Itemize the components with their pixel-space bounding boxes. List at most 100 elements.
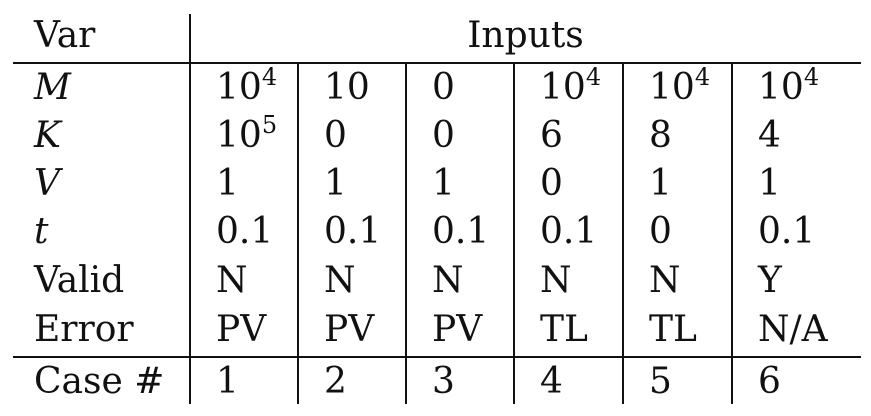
row-label: Error [34, 309, 134, 350]
cell-value: 1 [216, 163, 239, 204]
cell-value: 6 [540, 115, 563, 156]
cell-value: 10 [649, 67, 695, 108]
cell-value: 8 [649, 115, 672, 156]
row-label: M [34, 67, 71, 108]
table-cell: 1 [432, 160, 455, 208]
case-number-cell: 3 [432, 361, 455, 402]
table-cell: 104 [649, 64, 710, 112]
table-cell: 6 [540, 112, 563, 160]
table-cell: 104 [216, 64, 277, 112]
cell-exponent: 4 [803, 63, 820, 91]
table-cell: N [649, 257, 681, 305]
cell-value: 0 [324, 115, 347, 156]
case-number-cell: 4 [540, 361, 563, 402]
case-number-label: Case # [34, 361, 165, 402]
row-label: Valid [34, 260, 125, 301]
inputs-header: Inputs [467, 15, 584, 56]
column-separator [513, 63, 515, 404]
cell-value: 10 [216, 115, 262, 156]
var-header: Var [34, 15, 96, 56]
table-cell: TL [649, 306, 697, 354]
table-cell: 0 [324, 112, 347, 160]
table-cell: N [540, 257, 572, 305]
cell-value: N [324, 260, 356, 301]
label-column-separator [189, 14, 191, 404]
cell-value: 0.1 [324, 211, 382, 252]
table-cell: Y [758, 257, 782, 305]
cell-value: 0 [540, 163, 563, 204]
table-cell: 10 [324, 64, 370, 112]
cell-value: PV [432, 309, 483, 350]
cell-value: N/A [758, 309, 828, 350]
table-cell: 1 [758, 160, 781, 208]
row-label: t [34, 211, 49, 252]
table-cell: N [216, 257, 248, 305]
cell-value: N [432, 260, 464, 301]
table-cell: 104 [540, 64, 601, 112]
table-cell: PV [216, 306, 266, 354]
table-cell: 105 [216, 112, 277, 160]
cell-value: 0.1 [540, 211, 598, 252]
table-cell: 0.1 [432, 208, 489, 256]
table-cell: 0.1 [758, 208, 815, 256]
cell-value: 4 [758, 115, 781, 156]
table-cell: 1 [216, 160, 239, 208]
cell-value: 1 [324, 163, 347, 204]
cell-exponent: 4 [585, 63, 602, 91]
cell-value: 0.1 [432, 211, 490, 252]
footer-rule [13, 356, 861, 358]
table-cell: 4 [758, 112, 781, 160]
cell-value: TL [649, 309, 697, 350]
case-number-cell: 2 [324, 361, 347, 402]
cell-value: PV [216, 309, 267, 350]
table-cell: N [324, 257, 356, 305]
table-cell: PV [324, 306, 374, 354]
table-cell: 104 [758, 64, 819, 112]
table-cell: 1 [649, 160, 672, 208]
case-number-cell: 6 [758, 361, 781, 402]
cell-exponent: 4 [694, 63, 711, 91]
case-number-cell: 5 [649, 361, 672, 402]
cell-exponent: 5 [261, 111, 278, 139]
cell-value: 1 [432, 163, 455, 204]
table-cell: 0.1 [216, 208, 273, 256]
table-cell: N [432, 257, 464, 305]
table-cell: 0.1 [324, 208, 381, 256]
cell-value: PV [324, 309, 375, 350]
case-number-cell: 1 [216, 361, 239, 402]
cell-value: 10 [540, 67, 586, 108]
column-separator [297, 63, 299, 404]
cell-value: N [540, 260, 572, 301]
cell-value: 0 [432, 115, 455, 156]
table-cell: TL [540, 306, 588, 354]
header-rule [13, 62, 861, 64]
cell-value: 10 [758, 67, 804, 108]
cell-value: N [649, 260, 681, 301]
cell-value: 0 [432, 67, 455, 108]
cell-value: 1 [649, 163, 672, 204]
cell-value: TL [540, 309, 588, 350]
column-separator [405, 63, 407, 404]
table-cell: 0 [432, 64, 455, 112]
cell-value: 0.1 [216, 211, 274, 252]
row-label: V [34, 163, 60, 204]
table-cell: N/A [758, 306, 828, 354]
table-cell: 0.1 [540, 208, 597, 256]
column-separator [731, 63, 733, 404]
column-separator [622, 63, 624, 404]
cell-value: N [216, 260, 248, 301]
cell-value: 1 [758, 163, 781, 204]
cell-exponent: 4 [261, 63, 278, 91]
row-label: K [34, 115, 61, 156]
table-cell: 0 [432, 112, 455, 160]
table-cell: 1 [324, 160, 347, 208]
cell-value: 10 [324, 67, 370, 108]
table-cell: 0 [540, 160, 563, 208]
cell-value: 0 [649, 211, 672, 252]
cell-value: Y [758, 260, 782, 301]
table-cell: PV [432, 306, 482, 354]
cell-value: 0.1 [758, 211, 816, 252]
table-cell: 8 [649, 112, 672, 160]
table-cell: 0 [649, 208, 672, 256]
